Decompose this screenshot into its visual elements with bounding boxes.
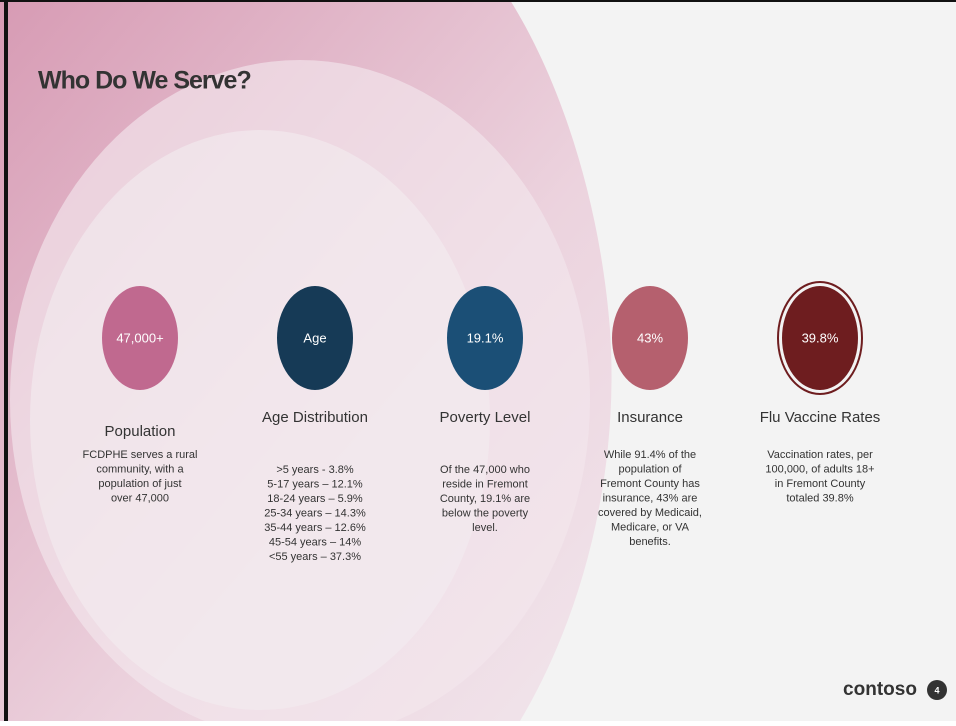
item-body-line: in Fremont County [775,478,866,490]
item-heading: Population [105,423,176,440]
item-body-line: reside in Fremont [442,478,528,490]
logo: contoso [843,679,917,700]
item-body-line: Medicare, or VA [611,521,690,533]
item-body-line: FCDPHE serves a rural [83,449,198,461]
item-body-line: 45-54 years – 14% [269,536,362,548]
circle-label: 43% [637,330,663,345]
circle-label: 19.1% [467,330,504,345]
item-body-line: >5 years - 3.8% [276,464,354,476]
item-body-line: covered by Medicaid, [598,507,702,519]
title: Who Do We Serve? [38,67,251,95]
item-heading: Poverty Level [440,409,531,426]
item-body-line: community, with a [96,463,184,475]
item-body-line: totaled 39.8% [786,492,853,504]
item-body-line: Vaccination rates, per [767,449,873,461]
item-body-line: population of just [98,478,181,490]
item-body-line: below the poverty [442,507,529,519]
item-body-line: 100,000, of adults 18+ [765,463,874,475]
slide: Who Do We Serve? 47,000+ Population FCDPHE… [0,0,956,721]
item-body-line: <55 years – 37.3% [269,551,361,563]
page-number: 4 [934,685,939,695]
item-body-line: Fremont County has [600,478,700,490]
item-body-line: over 47,000 [111,492,169,504]
item-body-line: While 91.4% of the [604,449,696,461]
item-body-line: 5-17 years – 12.1% [267,478,363,490]
circle-label: Age [303,330,326,345]
circle-label: 39.8% [802,330,839,345]
item-body-line: benefits. [629,536,671,548]
item-body-line: County, 19.1% are [440,493,530,505]
item-body-line: population of [619,463,683,475]
item-body-line: 25-34 years – 14.3% [264,507,366,519]
item-body-line: 35-44 years – 12.6% [264,522,366,534]
item-heading: Age Distribution [262,409,368,426]
item-body-line: Of the 47,000 who [440,464,530,476]
item-body-line: insurance, 43% are [603,492,698,504]
circle-label: 47,000+ [116,330,163,345]
item-heading: Insurance [617,409,683,426]
swirl-inner [30,130,490,710]
item-body-line: 18-24 years – 5.9% [267,493,363,505]
item-heading: Flu Vaccine Rates [760,409,881,426]
item-body-line: level. [472,522,498,534]
